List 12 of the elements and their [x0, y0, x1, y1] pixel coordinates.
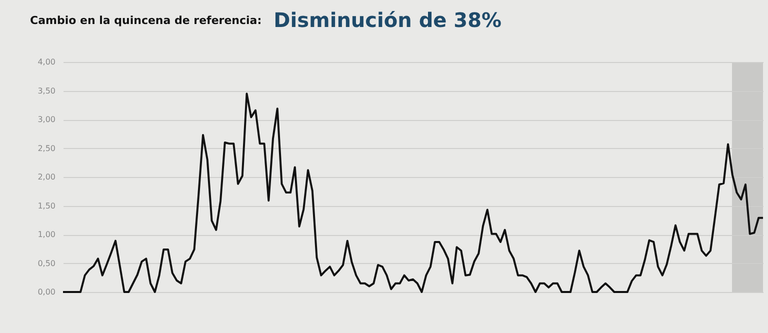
y-tick-label: 3,50: [38, 86, 56, 96]
y-tick-label: 3,00: [38, 115, 56, 124]
y-tick-label: 2,50: [38, 144, 56, 153]
chart-title: Cambio en la quincena de referencia:: [30, 14, 262, 26]
y-tick-label: 2,00: [38, 172, 56, 182]
y-tick-label: 1,50: [38, 201, 56, 210]
y-tick-label: 0,00: [38, 288, 56, 296]
line-series: [62, 92, 764, 293]
y-tick-label: 0,50: [38, 258, 56, 268]
y-tick-label: 4,00: [38, 58, 56, 66]
y-tick-label: 1,00: [38, 230, 56, 239]
chart-subtitle: Disminución de 38%: [274, 8, 502, 32]
